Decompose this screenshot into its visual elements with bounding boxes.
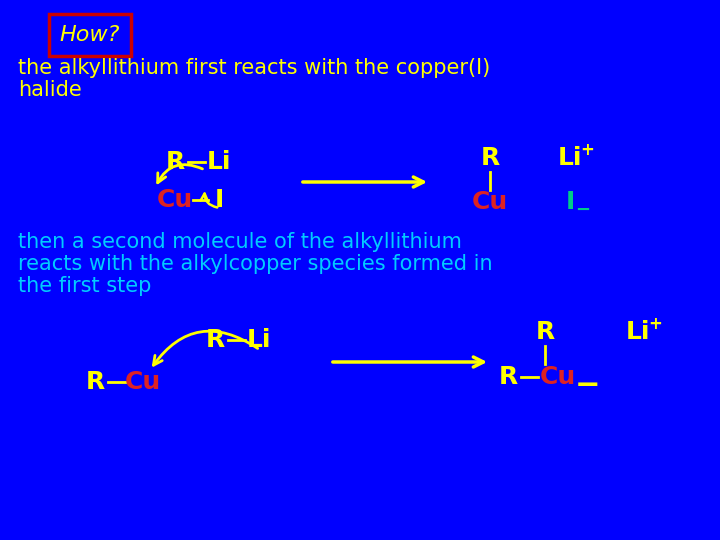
Text: Cu: Cu bbox=[472, 190, 508, 214]
Text: −: − bbox=[575, 370, 600, 400]
Text: R: R bbox=[205, 328, 225, 352]
Text: I: I bbox=[565, 190, 575, 214]
Text: Li: Li bbox=[247, 328, 271, 352]
Text: R: R bbox=[498, 365, 518, 389]
Text: R: R bbox=[86, 370, 104, 394]
Text: Li: Li bbox=[626, 320, 650, 344]
Text: the alkyllithium first reacts with the copper(I): the alkyllithium first reacts with the c… bbox=[18, 58, 490, 78]
Text: +: + bbox=[580, 141, 594, 159]
Text: I: I bbox=[215, 188, 224, 212]
Text: R: R bbox=[536, 320, 554, 344]
Text: −: − bbox=[575, 201, 590, 219]
Text: Li: Li bbox=[207, 150, 231, 174]
Text: Cu: Cu bbox=[125, 370, 161, 394]
Text: Li: Li bbox=[558, 146, 582, 170]
Text: reacts with the alkylcopper species formed in: reacts with the alkylcopper species form… bbox=[18, 254, 492, 274]
Text: Cu: Cu bbox=[157, 188, 193, 212]
Text: R: R bbox=[480, 146, 500, 170]
Text: How?: How? bbox=[60, 25, 120, 45]
Text: then a second molecule of the alkyllithium: then a second molecule of the alkyllithi… bbox=[18, 232, 462, 252]
Text: Cu: Cu bbox=[540, 365, 576, 389]
Text: R: R bbox=[166, 150, 184, 174]
Text: halide: halide bbox=[18, 80, 82, 100]
Text: +: + bbox=[648, 315, 662, 333]
Text: the first step: the first step bbox=[18, 276, 151, 296]
